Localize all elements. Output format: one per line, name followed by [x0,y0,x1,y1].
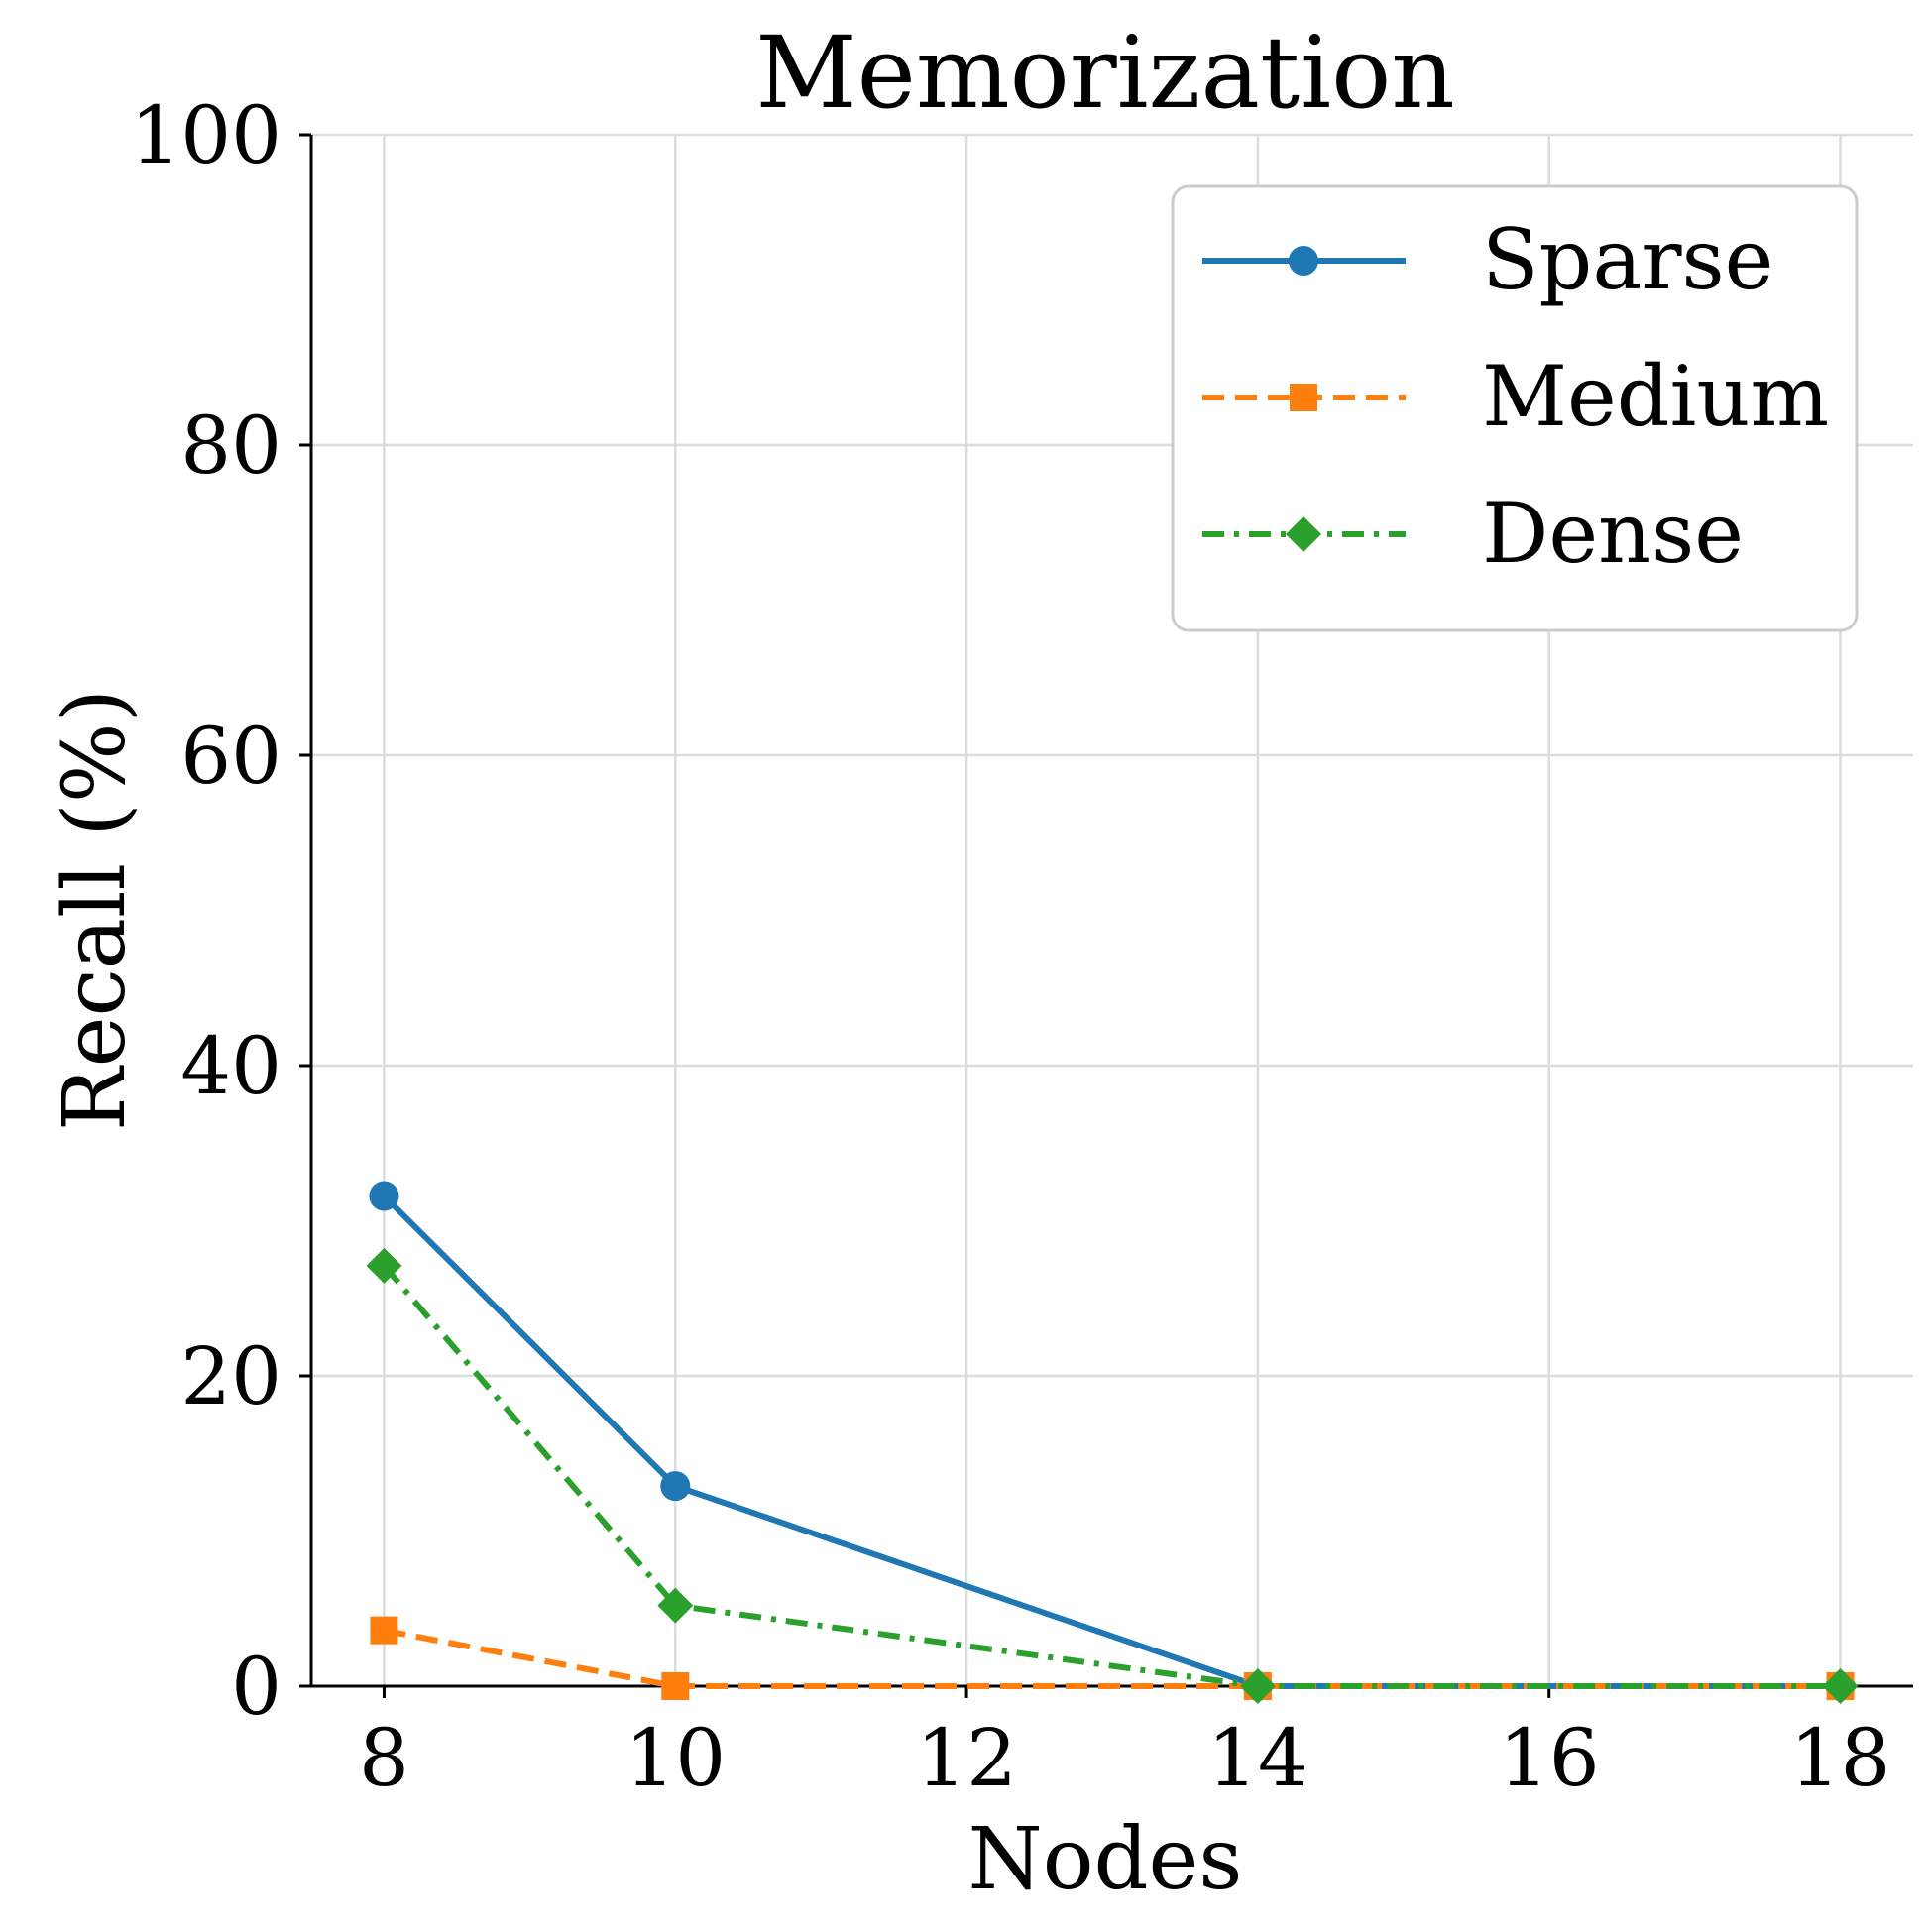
x-tick-label: 18 [1790,1712,1891,1804]
data-point-sparse [369,1181,399,1211]
series-line-medium [383,1627,1841,1689]
legend-item-dense: Dense [1202,485,1744,582]
data-point-sparse [660,1471,691,1502]
series [366,1181,1859,1704]
x-tick-label: 14 [1207,1712,1308,1804]
data-point-dense [1239,1668,1276,1704]
y-tick-label: 100 [130,89,282,181]
series-sparse [369,1181,1856,1701]
data-point-dense [1822,1668,1859,1704]
legend-box [1171,184,1859,632]
legend-marker-sparse [1289,246,1318,276]
y-axis-label: Recall (%) [46,689,145,1131]
series-dense [366,1247,1859,1704]
y-tick-label: 0 [231,1641,282,1733]
x-tick-label: 10 [624,1712,726,1804]
legend: Sparse Medium Dense [1171,184,1859,632]
legend-item-sparse: Sparse [1202,211,1773,308]
legend-item-medium: Medium [1202,348,1829,445]
x-tick-label: 16 [1499,1712,1600,1804]
data-point-dense [657,1587,694,1624]
legend-marker-dense [1286,516,1321,552]
y-tick-label: 20 [180,1330,282,1422]
series-line-sparse [382,1193,1841,1689]
y-tick-label: 40 [180,1020,282,1112]
x-axis-label: Nodes [967,1810,1242,1909]
legend-label-medium: Medium [1482,348,1829,445]
y-tick-label: 60 [180,710,282,802]
x-tick-label: 8 [359,1712,409,1804]
ticks: 8 10 12 14 16 18 0 20 40 60 80 100 [130,89,1890,1804]
legend-marker-medium [1290,384,1317,411]
data-point-medium [370,1616,398,1645]
chart-title: Memorization [755,15,1454,131]
data-point-dense [366,1247,402,1284]
legend-label-dense: Dense [1482,485,1744,582]
data-point-medium [661,1672,690,1700]
series-line-dense [382,1263,1841,1689]
x-tick-label: 12 [916,1712,1017,1804]
y-tick-label: 80 [180,399,282,492]
legend-label-sparse: Sparse [1482,211,1773,308]
